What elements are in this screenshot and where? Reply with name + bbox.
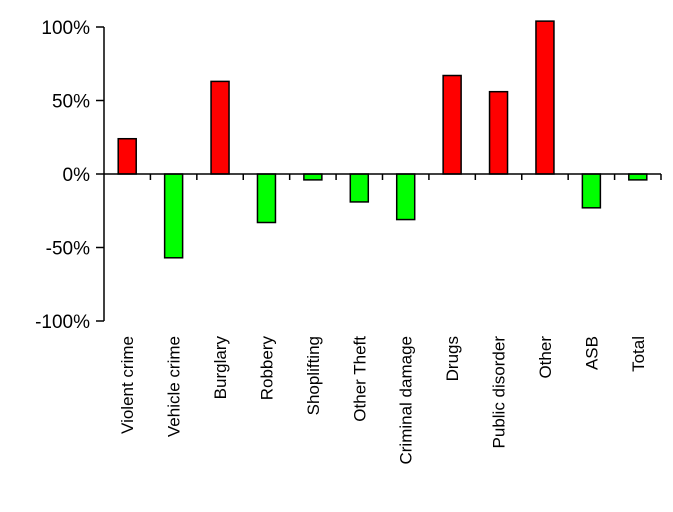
bar [628,173,648,181]
x-category-label: Criminal damage [397,336,416,465]
y-axis-ticks [96,26,104,322]
x-category-label: Total [629,336,648,372]
bar [256,173,277,224]
bar [395,173,416,221]
bar [349,173,370,203]
bars-group [117,20,648,259]
x-category-label: Violent crime [118,336,137,434]
x-category-label: Drugs [443,336,462,381]
bar [117,137,137,175]
y-tick-label: 100% [41,18,90,39]
x-category-label: Burglary [211,336,230,400]
x-category-label: Robbery [257,336,276,401]
bar [535,20,555,175]
bar [581,173,602,209]
y-axis-tick-labels: -100% -50% 0% 50% 100% [35,18,90,333]
bar [163,173,184,259]
y-tick-label: 50% [52,92,90,113]
bar [210,80,230,175]
x-category-label: Vehicle crime [165,336,184,437]
y-tick-label: -50% [46,239,90,260]
y-tick-label: -100% [35,312,90,333]
x-axis-category-labels: Violent crime Vehicle crime Burglary Robber… [118,336,648,465]
x-category-label: Other [536,336,555,379]
bar [442,74,462,175]
x-category-label: Shoplifting [304,336,323,415]
x-category-label: Other Theft [350,336,369,422]
x-category-label: Public disorder [490,336,509,449]
bar [488,90,509,175]
x-category-label: ASB [582,336,601,370]
x-axis-ticks [149,174,662,180]
y-tick-label: 0% [63,165,91,186]
bar [303,173,323,181]
